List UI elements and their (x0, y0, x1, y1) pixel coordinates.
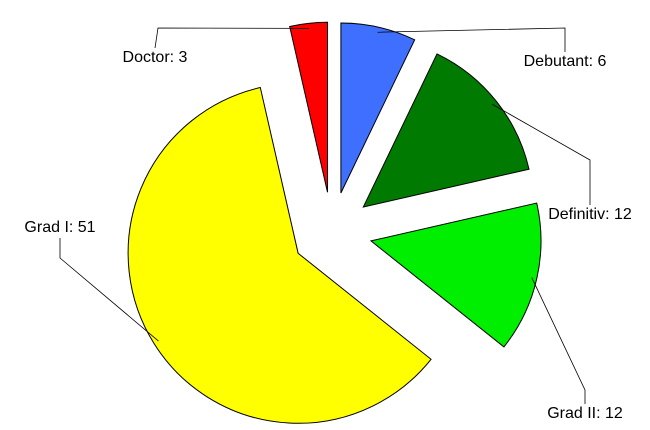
slice-label: Doctor: 3 (123, 49, 188, 66)
leader-line (531, 277, 586, 404)
leader-line (154, 27, 310, 49)
pie-slice (369, 202, 542, 348)
pie-slice (289, 21, 329, 193)
slice-label: Grad I: 51 (24, 219, 95, 236)
slice-label: Grad II: 12 (547, 405, 623, 422)
slice-label: Debutant: 6 (524, 53, 607, 70)
slice-label: Definitiv: 12 (548, 206, 632, 223)
leader-line (59, 238, 159, 342)
leader-line (377, 27, 566, 52)
pie-slice (362, 53, 530, 208)
pie-slice (127, 86, 432, 424)
pie-slice (340, 22, 416, 194)
leader-line (491, 103, 591, 205)
